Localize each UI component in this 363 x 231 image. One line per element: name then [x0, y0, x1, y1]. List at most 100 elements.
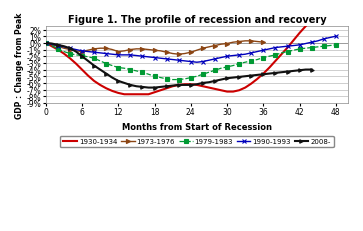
1990-1993: [164, 58, 169, 61]
2008-: [62, 46, 66, 48]
1990-1993: [285, 46, 290, 48]
1990-1993: [328, 37, 332, 40]
1990-1993: [68, 48, 72, 50]
1979-1983: [297, 48, 302, 51]
1973-1976: [80, 51, 84, 54]
1930-1934: [291, 40, 296, 43]
1973-1976: [219, 44, 223, 46]
2008-: [189, 84, 193, 87]
2008-: [291, 70, 296, 73]
1973-1976: [189, 52, 193, 54]
1979-1983: [62, 51, 66, 54]
1990-1993: [207, 60, 211, 62]
2008-: [171, 85, 175, 88]
1979-1983: [92, 58, 96, 60]
1979-1983: [183, 78, 187, 81]
2008-: [122, 82, 126, 85]
1979-1983: [334, 44, 338, 47]
2008-: [267, 73, 272, 76]
1979-1983: [68, 53, 72, 56]
2008-: [74, 51, 78, 54]
2008-: [183, 84, 187, 87]
1979-1983: [146, 73, 151, 76]
1930-1934: [279, 54, 284, 56]
2008-: [164, 85, 169, 88]
1973-1976: [152, 50, 157, 52]
1990-1993: [140, 56, 144, 58]
1973-1976: [134, 48, 139, 51]
1979-1983: [201, 73, 205, 76]
1973-1976: [86, 50, 90, 52]
1990-1993: [110, 54, 114, 56]
1990-1993: [315, 40, 320, 43]
2008-: [261, 73, 265, 76]
1930-1934: [86, 75, 90, 78]
1930-1934: [104, 88, 108, 90]
1979-1983: [80, 55, 84, 58]
1990-1993: [322, 38, 326, 41]
1930-1934: [146, 94, 151, 96]
1930-1934: [110, 90, 114, 93]
1979-1983: [237, 63, 241, 66]
2008-: [68, 48, 72, 50]
1979-1983: [134, 70, 139, 73]
1973-1976: [237, 41, 241, 44]
Line: 1973-1976: 1973-1976: [44, 40, 265, 57]
1990-1993: [158, 58, 163, 60]
2008-: [86, 60, 90, 63]
1990-1993: [98, 52, 102, 55]
1979-1983: [122, 67, 126, 70]
1990-1993: [80, 50, 84, 53]
1930-1934: [62, 53, 66, 56]
2008-: [128, 84, 132, 87]
2008-: [303, 69, 308, 72]
2008-: [213, 80, 217, 83]
2008-: [92, 65, 96, 68]
1973-1976: [249, 40, 253, 43]
1979-1983: [110, 65, 114, 68]
1979-1983: [315, 46, 320, 49]
1990-1993: [334, 36, 338, 38]
1990-1993: [92, 52, 96, 54]
2008-: [237, 76, 241, 79]
1979-1983: [116, 67, 121, 70]
1990-1993: [201, 61, 205, 64]
1979-1983: [98, 60, 102, 63]
2008-: [146, 87, 151, 90]
1930-1934: [176, 84, 181, 87]
Line: 1979-1983: 1979-1983: [44, 42, 338, 82]
1930-1934: [237, 89, 241, 92]
1973-1976: [92, 48, 96, 51]
1930-1934: [297, 32, 302, 35]
1930-1934: [80, 69, 84, 72]
2008-: [98, 69, 102, 72]
1979-1983: [44, 42, 48, 45]
2008-: [110, 77, 114, 80]
1930-1934: [249, 83, 253, 86]
1990-1993: [50, 44, 54, 46]
1979-1983: [322, 46, 326, 48]
1979-1983: [152, 76, 157, 78]
1930-1934: [213, 88, 217, 91]
1930-1934: [74, 63, 78, 66]
2008-: [279, 72, 284, 74]
1979-1983: [328, 45, 332, 48]
1973-1976: [213, 45, 217, 48]
1930-1934: [267, 67, 272, 70]
1973-1976: [44, 42, 48, 45]
1990-1993: [261, 50, 265, 52]
2008-: [285, 71, 290, 74]
1990-1993: [231, 55, 235, 58]
1990-1993: [56, 45, 60, 48]
1930-1934: [322, 6, 326, 9]
1979-1983: [303, 48, 308, 50]
1979-1983: [267, 56, 272, 58]
1990-1993: [62, 46, 66, 49]
1979-1983: [171, 79, 175, 82]
2008-: [134, 85, 139, 88]
1990-1993: [273, 47, 278, 50]
1930-1934: [152, 91, 157, 94]
1973-1976: [122, 50, 126, 53]
2008-: [140, 86, 144, 89]
1979-1983: [243, 61, 248, 64]
